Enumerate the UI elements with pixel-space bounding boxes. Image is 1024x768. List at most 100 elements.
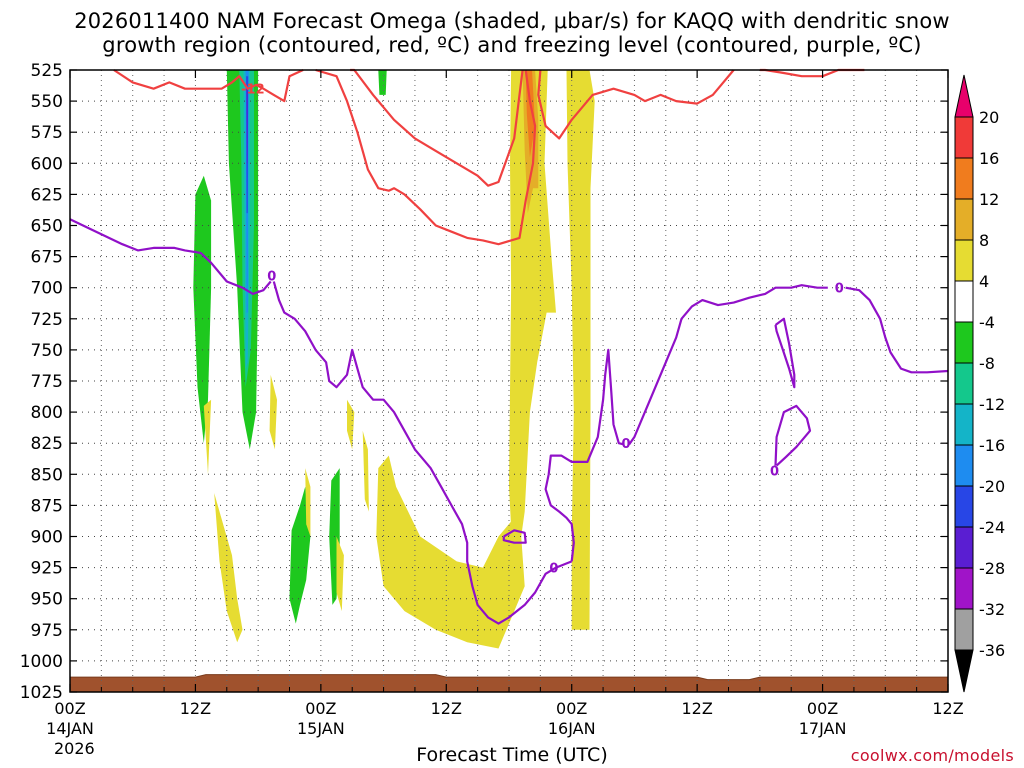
y-tick-label: 850	[31, 465, 63, 485]
colorbar-swatch	[954, 198, 974, 241]
omega-region	[347, 399, 355, 450]
red-contour	[113, 68, 304, 103]
omega-region	[203, 399, 212, 475]
purple-contour	[544, 348, 625, 562]
colorbar-swatch	[954, 157, 974, 200]
colorbar-label: -16	[979, 436, 1005, 455]
purple-contour-label: 0	[622, 437, 631, 452]
x-tick-label: 12Z	[431, 699, 462, 718]
colorbar-swatch	[954, 526, 974, 569]
omega-region	[305, 468, 311, 537]
colorbar-label: -8	[979, 354, 995, 373]
colorbar-swatch	[954, 239, 974, 282]
x-tick-label: 00Z	[54, 699, 85, 718]
omega-region	[269, 374, 277, 450]
freezing-level-contours: 0 0 0 0 0	[69, 218, 949, 625]
x-tick-label: 00Z	[807, 699, 838, 718]
purple-contour	[628, 284, 828, 446]
x-tick-label: 00Z	[305, 699, 336, 718]
y-tick-label: 525	[31, 61, 63, 81]
colorbar-label: -12	[979, 395, 1005, 414]
red-contour	[350, 68, 524, 187]
red-contour	[315, 68, 537, 246]
chart-title-line1: 2026011400 NAM Forecast Omega (shaded, μ…	[74, 9, 950, 33]
purple-contour-label: 0	[267, 269, 276, 284]
x-axis-title: Forecast Time (UTC)	[416, 744, 608, 766]
omega-region	[378, 70, 387, 95]
purple-contour	[845, 286, 949, 374]
colorbar-cap-bottom	[954, 649, 974, 693]
y-tick-label: 900	[31, 528, 63, 548]
colorbar-label: 12	[979, 190, 999, 209]
y-tick-label: 800	[31, 403, 63, 423]
chart-title-line2: growth region (contoured, red, ºC) and f…	[102, 33, 922, 57]
y-tick-label: 875	[31, 496, 63, 516]
omega-region	[376, 455, 525, 649]
grid	[70, 70, 948, 692]
y-tick-label: 725	[31, 310, 63, 330]
colorbar-swatch	[954, 608, 974, 651]
colorbar-label: -4	[979, 313, 995, 332]
colorbar-swatch	[954, 116, 974, 159]
omega-region	[509, 70, 556, 587]
omega-region	[362, 430, 369, 512]
y-tick-label: 1000	[20, 652, 63, 672]
colorbar-label: -20	[979, 477, 1005, 496]
colorbar-swatch	[954, 280, 974, 323]
y-tick-label: 650	[31, 217, 63, 237]
y-tick-label: 625	[31, 185, 63, 205]
colorbar-label: -28	[979, 559, 1005, 578]
purple-contour	[774, 317, 796, 389]
x-tick-label: 12Z	[932, 699, 963, 718]
x-tick-date: 15JAN	[297, 719, 345, 738]
colorbar-swatch	[954, 444, 974, 487]
purple-contour	[69, 218, 272, 295]
colorbar-swatch	[954, 321, 974, 364]
colorbar: 20 16 12 8 4 -4 -8 -12 -16 -20 -24 -28 -32 -36	[954, 74, 1005, 693]
y-tick-label: 925	[31, 559, 63, 579]
purple-contour	[774, 404, 812, 467]
omega-region	[336, 536, 344, 612]
colorbar-swatch	[954, 485, 974, 528]
colorbar-label: 8	[979, 231, 989, 250]
y-tick-label: 700	[31, 279, 63, 299]
colorbar-label: -36	[979, 641, 1005, 660]
y-tick-label: 575	[31, 123, 63, 143]
colorbar-label: -24	[979, 518, 1005, 537]
y-tick-label: 750	[31, 341, 63, 361]
omega-region	[289, 486, 311, 624]
y-tick-label: 775	[31, 372, 63, 392]
purple-contour	[272, 281, 573, 625]
credit-link[interactable]: coolwx.com/models	[850, 746, 1014, 765]
y-tick-label: 675	[31, 248, 63, 268]
x-tick-date: 16JAN	[548, 719, 596, 738]
y-tick-label: 825	[31, 434, 63, 454]
purple-contour	[502, 529, 527, 544]
x-tick-label: 12Z	[180, 699, 211, 718]
colorbar-label: 16	[979, 149, 999, 168]
colorbar-cap-top	[954, 74, 974, 118]
purple-contour-label: 0	[770, 465, 779, 480]
y-axis: 525 550 575 600 625 650 675 700 725 750 775 800 825 8…	[20, 61, 948, 703]
omega-region	[246, 88, 248, 164]
colorbar-label: -32	[979, 600, 1005, 619]
dendritic-growth-contours: -12	[113, 68, 865, 246]
red-contour	[537, 69, 735, 140]
omega-region	[193, 175, 212, 444]
red-contour-label: -12	[241, 83, 265, 98]
purple-contour-label: 0	[835, 282, 844, 297]
purple-contour-label: 0	[549, 562, 558, 577]
y-tick-label: 950	[31, 590, 63, 610]
x-tick-label: 12Z	[681, 699, 712, 718]
colorbar-label: 20	[979, 108, 999, 127]
x-tick-date: 14JAN	[46, 719, 94, 738]
omega-region	[214, 493, 243, 643]
colorbar-label: 4	[979, 272, 989, 291]
red-contour	[759, 68, 865, 78]
x-tick-date: 17JAN	[799, 719, 847, 738]
colorbar-swatch	[954, 403, 974, 446]
y-tick-label: 1025	[20, 683, 63, 703]
y-tick-label: 975	[31, 621, 63, 641]
